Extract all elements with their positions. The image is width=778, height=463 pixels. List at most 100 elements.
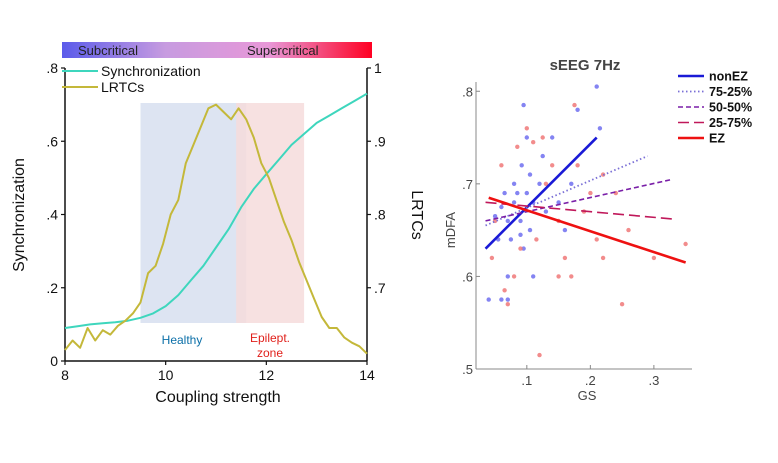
legend-label: LRTCs [101, 79, 144, 95]
data-point-nonez [502, 190, 507, 196]
data-point-ez [543, 181, 549, 186]
data-point-nonez [594, 84, 599, 89]
gradient-left-label: Subcritical [78, 43, 138, 58]
series-layer [64, 92, 368, 355]
data-point-nonez [521, 102, 526, 108]
data-point-nonez [518, 218, 523, 224]
y2-tick-label: .8 [374, 207, 386, 223]
x-tick-label: 12 [259, 367, 275, 383]
data-point-ez [518, 246, 523, 251]
y-tick-label: .7 [462, 177, 473, 192]
data-point-ez [540, 135, 545, 140]
data-point-ez [531, 140, 536, 145]
coupling-chart: Healthy Epilept. zone Subcritical Supercri… [11, 42, 425, 406]
data-point-nonez [556, 200, 561, 205]
y-tick-label: .6 [462, 269, 473, 284]
data-point-ez [569, 274, 574, 279]
y-tick-label: .4 [46, 207, 58, 223]
legend-label: EZ [709, 132, 725, 146]
data-point-nonez [486, 297, 491, 302]
data-point-nonez [531, 274, 536, 279]
legend-label: 75-25% [709, 85, 752, 99]
y2-tick-label: .7 [374, 280, 386, 296]
data-point-ez [502, 288, 507, 293]
data-point-ez [600, 255, 606, 261]
gradient-right-label: Supercritical [247, 43, 319, 58]
data-point-ez [499, 163, 504, 168]
data-point-ez [588, 190, 593, 196]
series-line-synchronization [64, 92, 368, 329]
x-tick-label: 8 [61, 367, 69, 383]
axes-layer: 0 .2 .4 .6 .8 .7 .8 .9 1 8 10 12 14 [46, 60, 386, 383]
data-point-nonez [550, 135, 555, 140]
data-point-ez [619, 302, 625, 307]
data-point-nonez [511, 181, 517, 186]
y-tick-label: .2 [46, 280, 58, 296]
chart-title: sEEG 7Hz [550, 57, 621, 74]
data-point-ez [651, 255, 657, 261]
criticality-gradient-bar [62, 42, 372, 58]
data-point-nonez [515, 190, 520, 196]
data-point-nonez [537, 181, 542, 186]
x-axis-label: Coupling strength [155, 389, 280, 406]
data-point-ez [534, 237, 539, 242]
data-point-nonez [511, 200, 517, 205]
data-point-nonez [508, 237, 514, 242]
y2-axis-label: LRTCs [408, 190, 425, 240]
x-axis-label: GS [578, 388, 597, 403]
data-point-nonez [505, 297, 510, 302]
data-point-nonez [499, 204, 504, 210]
data-point-nonez [521, 246, 526, 251]
y-tick-label: 0 [50, 353, 58, 369]
regression-line-75-25pct [485, 155, 648, 227]
region-epileptogenic-zone [236, 103, 305, 323]
region-label-epileptogenic-zone: Epilept. zone [250, 331, 290, 360]
data-point-nonez [543, 209, 549, 214]
data-point-nonez [499, 297, 504, 302]
y2-tick-label: 1 [374, 60, 382, 76]
x-tick-label: 14 [359, 367, 375, 383]
data-point-nonez [540, 153, 545, 159]
data-point-nonez [519, 163, 524, 168]
data-point-nonez [527, 227, 533, 233]
data-point-ez [562, 255, 568, 261]
region-label-healthy: Healthy [162, 333, 203, 347]
axes-layer: .5 .6 .7 .8 .1 .2 .3 [462, 82, 692, 388]
x-tick-label: .2 [585, 373, 596, 388]
data-point-ez [626, 227, 631, 233]
series-line-lrtcs [64, 103, 368, 355]
y-tick-label: .8 [46, 60, 58, 76]
x-tick-label: .3 [648, 373, 659, 388]
data-point-ez [511, 274, 517, 279]
data-point-ez [524, 126, 529, 131]
y-tick-label: .8 [462, 84, 473, 99]
data-point-ez [489, 255, 495, 261]
legend-label: 25-75% [709, 116, 752, 130]
data-point-nonez [505, 274, 510, 279]
data-point-ez [683, 241, 688, 247]
data-point-nonez [575, 107, 580, 113]
data-point-nonez [597, 126, 603, 131]
data-point-nonez [569, 181, 574, 186]
data-point-nonez [524, 135, 529, 140]
data-point-nonez [524, 190, 529, 196]
regression-lines-layer [484, 136, 687, 264]
data-point-ez [505, 302, 510, 307]
data-point-nonez [505, 218, 510, 224]
data-point-ez [556, 274, 561, 279]
data-point-ez [572, 102, 577, 108]
regions-layer: Healthy Epilept. zone [140, 103, 305, 360]
points-layer [486, 84, 688, 358]
y-axis-label: Synchronization [11, 158, 28, 272]
data-point-nonez [562, 227, 568, 233]
data-point-ez [575, 163, 580, 168]
data-point-nonez [492, 214, 498, 219]
data-point-nonez [518, 232, 523, 237]
regression-line-ez [488, 196, 687, 264]
y-tick-label: .5 [462, 362, 473, 377]
data-point-ez [550, 163, 555, 168]
